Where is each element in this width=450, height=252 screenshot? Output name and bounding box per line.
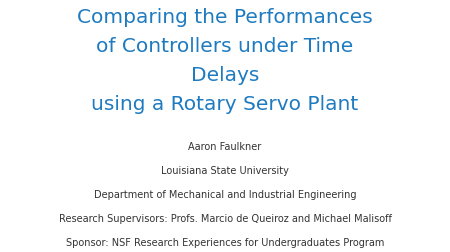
Text: Aaron Faulkner: Aaron Faulkner xyxy=(189,141,261,151)
Text: using a Rotary Servo Plant: using a Rotary Servo Plant xyxy=(91,94,359,113)
Text: Research Supervisors: Profs. Marcio de Queiroz and Michael Malisoff: Research Supervisors: Profs. Marcio de Q… xyxy=(58,213,392,223)
Text: Department of Mechanical and Industrial Engineering: Department of Mechanical and Industrial … xyxy=(94,189,356,199)
Text: Louisiana State University: Louisiana State University xyxy=(161,165,289,175)
Text: Sponsor: NSF Research Experiences for Undergraduates Program: Sponsor: NSF Research Experiences for Un… xyxy=(66,237,384,247)
Text: Delays: Delays xyxy=(191,66,259,84)
Text: Comparing the Performances: Comparing the Performances xyxy=(77,8,373,26)
Text: of Controllers under Time: of Controllers under Time xyxy=(96,37,354,55)
